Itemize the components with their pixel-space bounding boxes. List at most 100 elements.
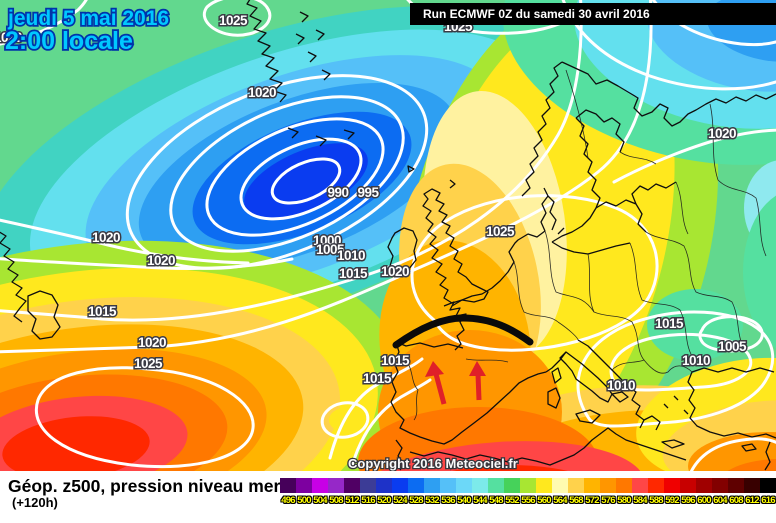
scale-value: 580 bbox=[617, 495, 631, 506]
scale-value: 504 bbox=[313, 495, 327, 506]
scale-cell: 556 bbox=[520, 478, 536, 506]
scale-swatch bbox=[488, 478, 504, 493]
scale-cell: 580 bbox=[616, 478, 632, 506]
forecast-hour: (+120h) bbox=[12, 495, 58, 510]
legend-bar: Géop. z500, pression niveau mer (+120h) … bbox=[0, 471, 776, 523]
pressure-label: 1025 bbox=[486, 224, 515, 239]
scale-cell: 500 bbox=[296, 478, 312, 506]
scale-cell: 552 bbox=[504, 478, 520, 506]
scale-swatch bbox=[536, 478, 552, 493]
pressure-label: 1020 bbox=[248, 85, 276, 100]
pressure-label: 1015 bbox=[381, 353, 410, 368]
scale-value: 604 bbox=[713, 495, 727, 506]
flow-arrow bbox=[469, 361, 486, 401]
scale-value: 584 bbox=[633, 495, 647, 506]
scale-cell: 548 bbox=[488, 478, 504, 506]
scale-swatch bbox=[376, 478, 392, 493]
scale-value: 496 bbox=[281, 495, 295, 506]
scale-cell: 588 bbox=[648, 478, 664, 506]
scale-swatch bbox=[648, 478, 664, 493]
scale-value: 552 bbox=[505, 495, 519, 506]
scale-swatch bbox=[712, 478, 728, 493]
scale-value: 524 bbox=[393, 495, 407, 506]
pressure-label: 1020 bbox=[92, 230, 120, 245]
scale-cell: 576 bbox=[600, 478, 616, 506]
pressure-label: 1020 bbox=[138, 335, 166, 350]
scale-cell: 532 bbox=[424, 478, 440, 506]
pressure-label: 1015 bbox=[363, 371, 392, 386]
scale-value: 568 bbox=[569, 495, 583, 506]
scale-value: 596 bbox=[681, 495, 695, 506]
scale-cell: 536 bbox=[440, 478, 456, 506]
scale-swatch bbox=[472, 478, 488, 493]
pressure-label: 1005 bbox=[316, 242, 345, 257]
scale-swatch bbox=[280, 478, 296, 493]
scale-swatch bbox=[552, 478, 568, 493]
scale-swatch bbox=[744, 478, 760, 493]
scale-swatch bbox=[664, 478, 680, 493]
copyright-text: Copyright 2016 Meteociel.fr bbox=[348, 456, 518, 471]
scale-value: 616 bbox=[761, 495, 775, 506]
scale-value: 508 bbox=[329, 495, 343, 506]
scale-cell: 584 bbox=[632, 478, 648, 506]
pressure-label: 1020 bbox=[708, 126, 736, 141]
pressure-label: 1020 bbox=[147, 253, 175, 268]
color-scale: 496 500 504 508 512 516 520 524 528 532 536 540 544 5… bbox=[280, 478, 776, 506]
z500-color-fill bbox=[0, 0, 776, 471]
pressure-label: 1020 bbox=[0, 30, 22, 45]
scale-value: 544 bbox=[473, 495, 487, 506]
pressure-label: 1015 bbox=[339, 266, 368, 281]
pressure-labels: 1020 1025 1020 1025 1020 1020 1020 1015 1020 1025… bbox=[0, 12, 749, 395]
trough-arc-annotation bbox=[392, 314, 534, 349]
scale-value: 612 bbox=[745, 495, 759, 506]
scale-cell: 612 bbox=[744, 478, 760, 506]
scale-cell: 528 bbox=[408, 478, 424, 506]
scale-value: 588 bbox=[649, 495, 663, 506]
scale-swatch bbox=[296, 478, 312, 493]
scale-swatch bbox=[568, 478, 584, 493]
scale-swatch bbox=[440, 478, 456, 493]
scale-cell: 568 bbox=[568, 478, 584, 506]
scale-cell: 524 bbox=[392, 478, 408, 506]
map-title: Géop. z500, pression niveau mer bbox=[8, 476, 281, 496]
weather-map: 1020 1025 1020 1025 1020 1020 1020 1015 1020 1025… bbox=[0, 0, 776, 471]
scale-value: 560 bbox=[537, 495, 551, 506]
scale-value: 520 bbox=[377, 495, 391, 506]
scale-swatch bbox=[520, 478, 536, 493]
scale-swatch bbox=[728, 478, 744, 493]
pressure-label: 1025 bbox=[219, 13, 248, 28]
scale-value: 548 bbox=[489, 495, 503, 506]
forecast-date: jeudi 5 mai 2016 bbox=[7, 7, 169, 30]
pressure-label: 1010 bbox=[682, 353, 710, 368]
scale-swatch bbox=[696, 478, 712, 493]
scale-cell: 508 bbox=[328, 478, 344, 506]
scale-swatch bbox=[760, 478, 776, 493]
annotations bbox=[392, 314, 534, 405]
scale-value: 540 bbox=[457, 495, 471, 506]
scale-value: 528 bbox=[409, 495, 423, 506]
scale-value: 608 bbox=[729, 495, 743, 506]
scale-cell: 592 bbox=[664, 478, 680, 506]
run-info-box: Run ECMWF 0Z du samedi 30 avril 2016 bbox=[410, 3, 776, 25]
scale-cell: 600 bbox=[696, 478, 712, 506]
scale-cell: 496 bbox=[280, 478, 296, 506]
scale-value: 500 bbox=[297, 495, 311, 506]
scale-swatch bbox=[680, 478, 696, 493]
scale-swatch bbox=[632, 478, 648, 493]
pressure-label: 995 bbox=[357, 185, 379, 200]
scale-cell: 560 bbox=[536, 478, 552, 506]
scale-value: 532 bbox=[425, 495, 439, 506]
pressure-label: 1015 bbox=[655, 316, 684, 331]
pressure-label: 1020 bbox=[381, 264, 409, 279]
scale-cell: 544 bbox=[472, 478, 488, 506]
coastlines bbox=[0, 0, 776, 471]
forecast-time: 2:00 locale bbox=[5, 27, 133, 55]
scale-value: 512 bbox=[345, 495, 359, 506]
scale-value: 592 bbox=[665, 495, 679, 506]
scale-value: 600 bbox=[697, 495, 711, 506]
scale-cell: 604 bbox=[712, 478, 728, 506]
scale-swatch bbox=[360, 478, 376, 493]
scale-swatch bbox=[328, 478, 344, 493]
pressure-label: 1015 bbox=[88, 304, 117, 319]
